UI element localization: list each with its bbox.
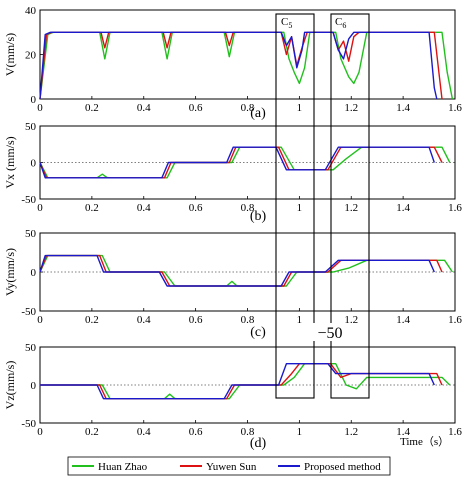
y-axis-label: Vy(mm/s) — [3, 248, 17, 296]
x-tick-label: 0.6 — [189, 102, 203, 114]
panel-a: 0 0.2 0.4 0.6 0.8 1 1.2 1.4 1.6 0 20 40 V(mm/s) (a) — [3, 5, 462, 121]
legend-label-2: Yuwen Sun — [206, 461, 257, 473]
series-line-3 — [39, 146, 435, 179]
y-tick-label: 40 — [25, 5, 37, 17]
panel-label: (c) — [250, 325, 266, 340]
x-tick-label: 0.6 — [189, 314, 203, 326]
x-tick-label: 1.6 — [448, 426, 462, 438]
x-tick-label: 0.8 — [241, 426, 255, 438]
series-line-1 — [39, 31, 454, 100]
series-line-3 — [39, 31, 438, 100]
x-tick-label: 1.4 — [396, 314, 410, 326]
x-tick-label: 1.4 — [396, 426, 410, 438]
x-tick-label: 1 — [297, 314, 303, 326]
y-tick-label: 0 — [31, 158, 37, 170]
x-tick-label: 1.2 — [344, 426, 358, 438]
x-tick-label: 0.4 — [137, 202, 151, 214]
callout-box-c6 — [330, 13, 370, 399]
y-tick-label: 50 — [25, 121, 37, 133]
x-tick-label: 1.4 — [396, 202, 410, 214]
x-tick-label: 0.2 — [85, 426, 99, 438]
x-tick-label: 0.6 — [189, 426, 203, 438]
overlay-label: −50 — [317, 325, 342, 342]
series-line-2 — [39, 31, 443, 100]
x-tick-label: 0 — [37, 426, 43, 438]
y-tick-label: -50 — [21, 194, 36, 206]
x-tick-label: 0.4 — [137, 426, 151, 438]
y-tick-label: 20 — [25, 50, 37, 62]
y-tick-label: -50 — [21, 418, 36, 430]
series-line-3 — [39, 254, 435, 287]
x-tick-label: 0.4 — [137, 314, 151, 326]
y-tick-label: 50 — [25, 342, 37, 354]
x-tick-label: 1.2 — [344, 102, 358, 114]
panel-label: (d) — [250, 436, 267, 451]
overlay-label-bg — [310, 323, 350, 341]
plot-frame — [39, 9, 456, 100]
y-tick-label: 0 — [31, 380, 37, 392]
x-tick-label: 0.8 — [241, 202, 255, 214]
x-tick-label: 0.2 — [85, 314, 99, 326]
callout-label-c5: C5 — [281, 16, 292, 30]
y-axis-label: Vz(mm/s) — [3, 361, 17, 410]
y-tick-label: 0 — [31, 267, 37, 279]
x-tick-label: 1 — [297, 426, 303, 438]
callout-boxes: C5 C6 −50 — [275, 13, 370, 399]
x-tick-label: 0.4 — [137, 102, 151, 114]
series-line-1 — [39, 146, 451, 179]
x-tick-label: 0 — [37, 102, 43, 114]
series-line-3 — [40, 363, 435, 400]
x-tick-label: 0 — [37, 202, 43, 214]
x-tick-label: 1.6 — [448, 102, 462, 114]
x-tick-label: 0.8 — [241, 102, 255, 114]
y-tick-label: 0 — [31, 94, 37, 106]
x-tick-label: 1.6 — [448, 202, 462, 214]
panel-label: (a) — [250, 106, 266, 121]
x-tick-label: 0.2 — [85, 102, 99, 114]
x-tick-label: 0 — [37, 314, 43, 326]
x-tick-label: 1 — [297, 202, 303, 214]
y-axis-label: V(mm/s) — [3, 33, 17, 76]
callout-box-c5 — [275, 13, 315, 399]
callout-sub-c6: 6 — [342, 21, 346, 30]
y-tick-label: -50 — [21, 306, 36, 318]
legend-label-1: Huan Zhao — [98, 461, 148, 473]
x-tick-label: 0.8 — [241, 314, 255, 326]
callout-sub-c5: 5 — [288, 21, 292, 30]
y-tick-label: 50 — [25, 228, 37, 240]
legend-label-3: Proposed method — [304, 461, 381, 473]
series-line-1 — [39, 254, 453, 287]
x-axis-label: Time（s） — [400, 435, 449, 448]
panel-label: (b) — [250, 209, 267, 224]
legend-frame — [67, 456, 391, 476]
legend: Huan Zhao Yuwen Sun Proposed method — [67, 456, 391, 476]
x-tick-label: 1.2 — [344, 202, 358, 214]
x-tick-label: 1 — [297, 102, 303, 114]
x-tick-label: 1.4 — [396, 102, 410, 114]
x-tick-label: 0.6 — [189, 202, 203, 214]
x-tick-label: 0.2 — [85, 202, 99, 214]
x-tick-label: 1.6 — [448, 314, 462, 326]
y-axis-label: Vx (mm/s) — [3, 136, 17, 188]
callout-label-c6: C6 — [335, 16, 346, 30]
